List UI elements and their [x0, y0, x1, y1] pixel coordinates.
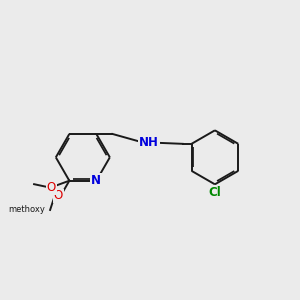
- Text: O: O: [47, 181, 56, 194]
- Text: methoxy: methoxy: [8, 206, 45, 214]
- Text: Cl: Cl: [208, 186, 221, 199]
- Text: N: N: [91, 174, 101, 187]
- Text: O: O: [54, 190, 63, 202]
- Text: NH: NH: [139, 136, 159, 149]
